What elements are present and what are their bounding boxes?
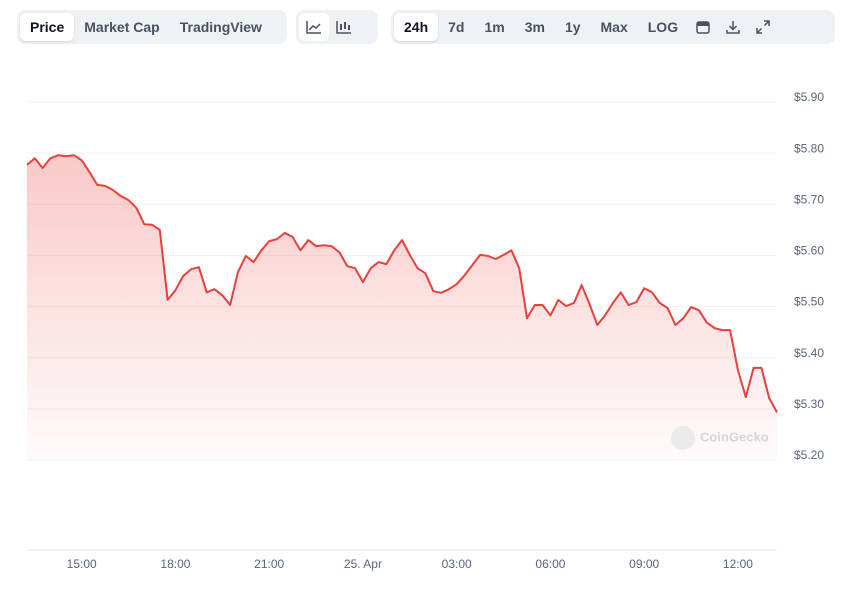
y-tick-label: $5.30: [794, 397, 824, 411]
icon: [306, 21, 321, 34]
range-button[interactable]: 24h: [394, 13, 439, 41]
watermark: CoinGecko: [671, 426, 769, 450]
line-icon[interactable]: [299, 13, 329, 41]
range-switch: 24h 7d 1m 3m 1y Max LOG: [391, 10, 835, 44]
range-button[interactable]: 7d: [448, 19, 465, 35]
range-button[interactable]: Max: [600, 19, 628, 35]
icon: [756, 20, 770, 34]
y-tick-label: $5.80: [794, 141, 824, 155]
price-area: [27, 155, 777, 460]
y-tick-label: $5.40: [794, 346, 824, 360]
y-tick-label: $5.20: [794, 448, 824, 462]
view-button[interactable]: TradingView: [179, 19, 262, 35]
range-button[interactable]: LOG: [647, 19, 679, 35]
icon: [336, 21, 351, 34]
range-button[interactable]: 3m: [524, 19, 545, 35]
view-button[interactable]: Market Cap: [84, 19, 160, 35]
x-tick-label: 25. Apr: [344, 557, 382, 571]
y-tick-label: $5.90: [794, 90, 824, 104]
chart-style-switch: [296, 10, 378, 44]
x-tick-label: 15:00: [67, 557, 97, 571]
price-line: [26, 154, 778, 413]
x-tick-label: 12:00: [723, 557, 753, 571]
candle-icon[interactable]: [329, 13, 359, 41]
view-switch: Price Market Cap TradingView: [17, 10, 287, 44]
x-tick-label: 03:00: [442, 557, 472, 571]
range-button[interactable]: 1m: [484, 19, 505, 35]
download-icon[interactable]: [718, 13, 748, 41]
x-tick-label: 18:00: [160, 557, 190, 571]
icon: [696, 21, 710, 34]
y-tick-label: $5.60: [794, 244, 824, 258]
range-button[interactable]: 1y: [564, 19, 581, 35]
watermark-text: CoinGecko: [700, 429, 769, 444]
calendar-icon[interactable]: [688, 13, 718, 41]
x-tick-label: 21:00: [254, 557, 284, 571]
x-tick-label: 06:00: [535, 557, 565, 571]
x-tick-label: 09:00: [629, 557, 659, 571]
y-tick-label: $5.50: [794, 295, 824, 309]
view-button[interactable]: Price: [20, 13, 75, 41]
y-tick-label: $5.70: [794, 192, 824, 206]
icon: [726, 21, 740, 34]
expand-icon[interactable]: [748, 13, 778, 41]
